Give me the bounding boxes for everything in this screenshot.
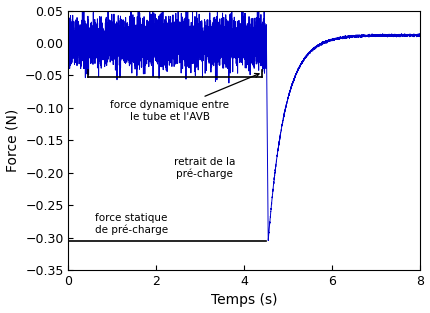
Text: retrait de la
pré-charge: retrait de la pré-charge: [174, 156, 236, 179]
Text: force dynamique entre
le tube et l'AVB: force dynamique entre le tube et l'AVB: [110, 74, 259, 122]
Y-axis label: Force (N): Force (N): [6, 109, 19, 172]
X-axis label: Temps (s): Temps (s): [211, 294, 278, 307]
Text: force statique
de pré-charge: force statique de pré-charge: [95, 213, 168, 235]
